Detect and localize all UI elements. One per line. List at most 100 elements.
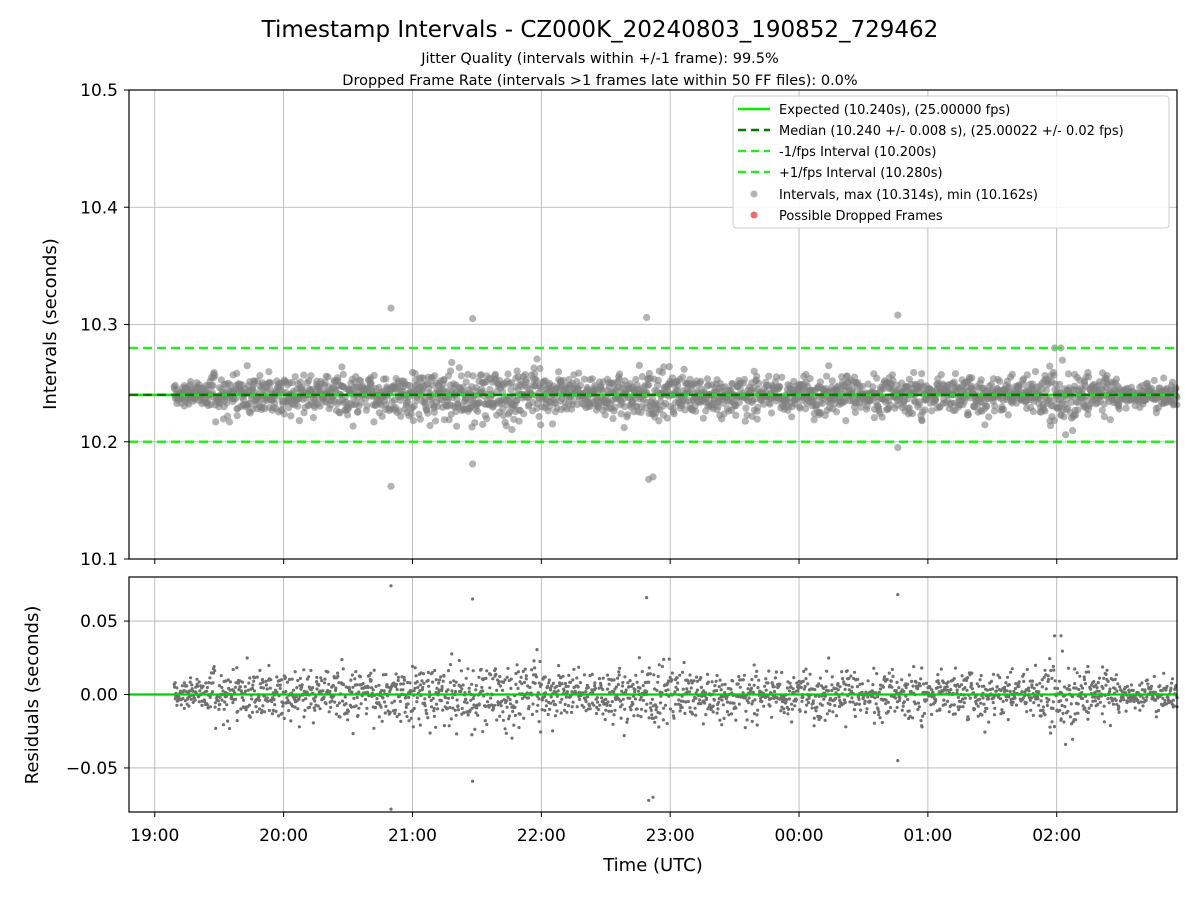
residual-point <box>524 674 528 678</box>
residual-point <box>1038 681 1042 685</box>
residual-point <box>302 715 306 719</box>
interval-point <box>788 413 796 421</box>
residual-point <box>250 710 255 714</box>
residual-point <box>381 696 385 700</box>
residual-point <box>1146 682 1150 686</box>
residual-point <box>548 707 552 712</box>
interval-point <box>424 409 432 417</box>
residual-point <box>601 676 605 680</box>
residual-point <box>559 711 563 715</box>
residual-point <box>773 676 778 680</box>
residual-point <box>1129 683 1133 687</box>
residual-point <box>1064 742 1068 747</box>
residual-point <box>557 664 561 668</box>
residual-point <box>320 679 324 683</box>
residuals-y-axis-label: Residuals (seconds) <box>22 606 43 785</box>
interval-point <box>300 371 308 379</box>
residual-point <box>409 716 413 720</box>
residual-point <box>672 716 676 720</box>
residual-point <box>814 709 818 713</box>
residual-point <box>1089 703 1093 708</box>
residual-point <box>504 731 508 735</box>
interval-point <box>842 417 850 425</box>
residual-point <box>448 680 452 685</box>
residual-point <box>1005 698 1009 702</box>
interval-point <box>416 415 424 423</box>
residual-point <box>318 707 322 711</box>
residual-point <box>742 673 747 677</box>
residual-point <box>1127 690 1131 694</box>
residual-point <box>745 718 749 722</box>
residual-point <box>242 698 246 702</box>
residual-point <box>1087 670 1091 674</box>
residual-point <box>826 689 830 693</box>
residual-point <box>691 712 695 716</box>
residual-point <box>228 680 232 684</box>
residual-point <box>792 676 796 680</box>
interval-point <box>1160 374 1168 382</box>
residual-point <box>953 666 958 670</box>
residual-point <box>1031 713 1035 718</box>
residual-point <box>334 686 338 690</box>
residual-point <box>568 680 573 685</box>
residual-point <box>518 712 522 716</box>
residual-point <box>434 725 438 729</box>
residual-point <box>324 702 328 706</box>
residual-point <box>694 696 698 700</box>
residual-point <box>1171 698 1175 702</box>
residual-point <box>445 701 450 705</box>
legend-intervals-label: Intervals, max (10.314s), min (10.162s) <box>779 188 1038 203</box>
residual-point <box>608 703 612 708</box>
residual-point <box>645 702 649 706</box>
residual-point <box>280 711 284 715</box>
residual-point <box>1024 701 1028 705</box>
interval-point <box>1172 384 1180 392</box>
residual-point <box>287 709 291 713</box>
residual-point <box>371 688 375 692</box>
residual-point <box>408 681 412 685</box>
residual-point <box>1154 715 1158 719</box>
residual-point <box>711 710 715 714</box>
residual-point <box>205 703 210 707</box>
residual-point <box>553 703 558 707</box>
residual-point <box>626 717 630 721</box>
residual-point <box>782 707 786 711</box>
residual-point <box>1114 673 1118 677</box>
residual-point <box>389 584 393 588</box>
interval-point <box>295 417 303 425</box>
residual-point <box>225 703 229 707</box>
residual-point <box>198 689 202 693</box>
residual-point <box>597 677 602 681</box>
residual-point <box>260 708 264 713</box>
residual-point <box>375 697 379 701</box>
interval-point <box>271 399 279 407</box>
interval-point <box>873 374 881 382</box>
interval-point <box>448 358 456 366</box>
residual-point <box>836 682 840 686</box>
interval-point <box>1098 406 1106 414</box>
residual-point <box>293 705 297 709</box>
residual-point <box>516 670 521 674</box>
residual-point <box>1029 708 1033 712</box>
residual-point <box>261 704 265 708</box>
interval-point <box>474 407 482 416</box>
residual-point <box>224 679 228 683</box>
residual-point <box>450 652 454 656</box>
residual-point <box>841 677 845 681</box>
residual-point <box>543 708 547 713</box>
residual-point <box>614 685 619 689</box>
residual-point <box>628 696 632 700</box>
residual-point <box>1043 668 1047 672</box>
residual-point <box>701 722 706 726</box>
interval-point <box>404 398 412 406</box>
residual-point <box>220 698 224 702</box>
residual-point <box>388 710 392 715</box>
residual-point <box>428 731 432 735</box>
interval-point <box>888 371 897 379</box>
residual-point <box>226 719 230 723</box>
residual-point <box>934 698 938 702</box>
residual-point <box>415 696 419 700</box>
interval-point <box>996 377 1004 385</box>
residual-point <box>1044 687 1048 691</box>
residual-point <box>1068 688 1072 692</box>
